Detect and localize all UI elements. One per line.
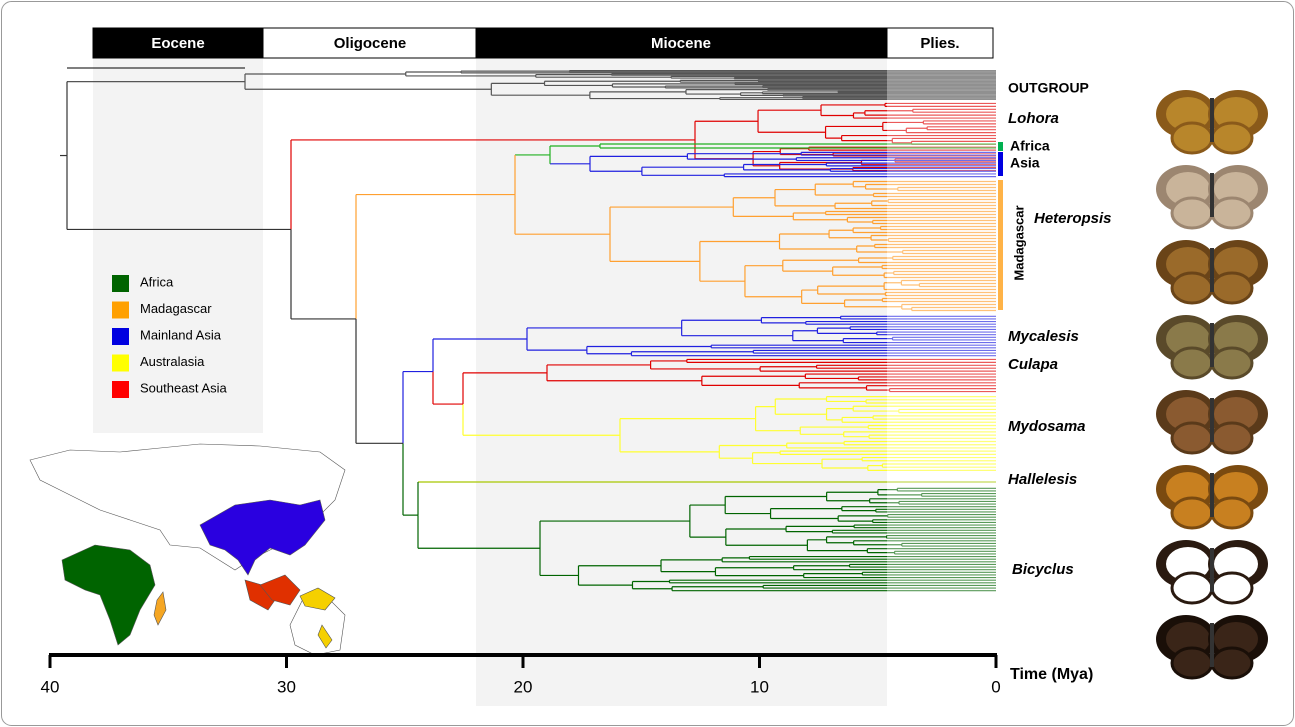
legend-label: Madagascar — [140, 301, 212, 316]
butterfly — [1156, 240, 1268, 303]
legend-label: Australasia — [140, 354, 205, 369]
wing — [1212, 348, 1252, 378]
wing — [1172, 198, 1212, 228]
body — [1210, 248, 1214, 292]
clade-label: Asia — [1010, 155, 1040, 171]
body — [1210, 323, 1214, 367]
legend-swatch — [112, 355, 129, 372]
clade-label: Hallelesis — [1008, 471, 1077, 488]
legend-swatch — [112, 302, 129, 319]
clade-label: Africa — [1010, 138, 1050, 154]
axis-label: Time (Mya) — [1010, 666, 1093, 683]
body — [1210, 548, 1214, 592]
clade-bar — [998, 152, 1003, 176]
wing — [1212, 498, 1252, 528]
butterfly — [1156, 90, 1268, 153]
clade-label: Heteropsis — [1034, 210, 1112, 227]
wing — [1172, 498, 1212, 528]
clade-label: Mycalesis — [1008, 328, 1079, 345]
clade-label: Culapa — [1008, 356, 1058, 373]
wing — [1212, 648, 1252, 678]
clade-label: Bicyclus — [1012, 561, 1074, 578]
epoch-label: Miocene — [651, 35, 711, 52]
wing — [1172, 348, 1212, 378]
butterfly — [1156, 390, 1268, 453]
wing — [1212, 573, 1252, 603]
clade-bar — [998, 142, 1003, 151]
eocene-band — [93, 58, 263, 433]
body — [1210, 623, 1214, 667]
legend-swatch — [112, 275, 129, 292]
clade-label: Lohora — [1008, 110, 1059, 127]
tick-label: 40 — [41, 677, 60, 696]
tick-label: 0 — [991, 677, 1000, 696]
wing — [1212, 423, 1252, 453]
epoch-label: Eocene — [151, 35, 204, 52]
wing — [1172, 273, 1212, 303]
legend-label: Southeast Asia — [140, 380, 227, 395]
body — [1210, 98, 1214, 142]
butterfly — [1156, 615, 1268, 678]
legend-label: Mainland Asia — [140, 327, 222, 342]
wing — [1172, 123, 1212, 153]
legend-label: Africa — [140, 274, 174, 289]
tick-label: 20 — [514, 677, 533, 696]
clade-label: Mydosama — [1008, 418, 1086, 435]
wing — [1172, 423, 1212, 453]
clade-label: OUTGROUP — [1008, 80, 1089, 96]
tick-label: 30 — [277, 677, 296, 696]
body — [1210, 473, 1214, 517]
figure: Eocene Oligocene Miocene Plies. OUTGROUP… — [0, 0, 1295, 727]
body — [1210, 398, 1214, 442]
epoch-label: Oligocene — [334, 35, 407, 52]
clade-label: Madagascar — [1011, 205, 1026, 280]
butterfly — [1156, 465, 1268, 528]
butterfly — [1156, 540, 1268, 603]
wing — [1212, 198, 1252, 228]
wing — [1212, 273, 1252, 303]
pleistocene-overlay — [887, 58, 996, 598]
legend-swatch — [112, 381, 129, 398]
wing — [1172, 573, 1212, 603]
butterfly — [1156, 165, 1268, 228]
legend-swatch — [112, 328, 129, 345]
wing — [1212, 123, 1252, 153]
wing — [1172, 648, 1212, 678]
butterfly — [1156, 315, 1268, 378]
epoch-label: Plies. — [920, 35, 959, 52]
clade-bar — [998, 180, 1003, 310]
tick-label: 10 — [750, 677, 769, 696]
body — [1210, 173, 1214, 217]
